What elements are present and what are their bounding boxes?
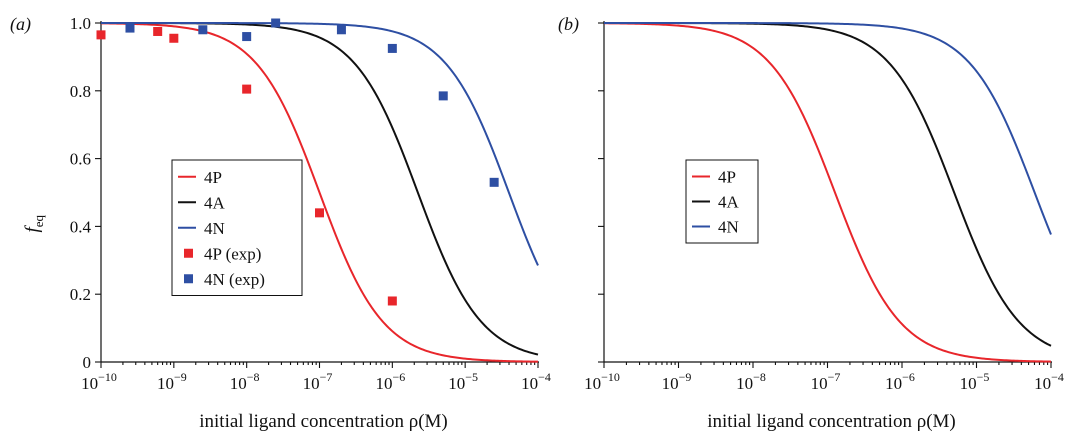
legend: 4P 4A 4N	[685, 159, 759, 244]
curve-4a	[604, 22, 1052, 347]
x-tick-label: 10−6	[375, 370, 405, 393]
legend-label: 4N	[204, 219, 225, 238]
curve-4p	[603, 22, 1052, 363]
point-4n-exp	[125, 23, 135, 33]
legend-label: 4A	[204, 193, 226, 212]
curve-4n	[101, 22, 539, 266]
point-4n-exp	[198, 25, 208, 35]
x-tick-label: 10−9	[157, 370, 187, 393]
x-tick-label: 10−6	[885, 370, 915, 393]
curve-4a	[101, 22, 539, 356]
x-tick-label: 10−5	[960, 370, 990, 393]
point-4p-exp	[169, 33, 179, 43]
y-tick-label: 0.4	[70, 217, 92, 236]
point-4n-exp	[242, 32, 252, 42]
point-4n-exp	[271, 18, 281, 28]
panel-a: (a) 0 0.2 0.4 0.6 0.8 1.0 10−10 10−9 10−8 10−7 10−6…	[10, 14, 551, 432]
y-tick-label: 0.2	[70, 285, 91, 304]
legend-swatch	[184, 248, 193, 258]
x-tick-label: 10−8	[230, 370, 260, 393]
curve-4p	[100, 22, 539, 363]
x-tick-label: 10−5	[448, 370, 478, 393]
point-4n-exp	[438, 91, 448, 101]
point-4p-exp	[315, 208, 324, 218]
x-tick-label: 10−7	[303, 370, 333, 393]
x-tick-label: 10−4	[521, 370, 551, 393]
point-4n-exp	[387, 43, 397, 53]
y-tick-label: 0.8	[70, 82, 91, 101]
point-4n-exp	[336, 25, 346, 35]
x-tick-label: 10−4	[1034, 370, 1064, 393]
legend-label: 4N (exp)	[204, 270, 265, 289]
y-tick-label: 0	[83, 353, 92, 372]
point-4p-exp	[242, 84, 252, 94]
panel-label: (a)	[10, 14, 31, 35]
legend-label: 4P	[718, 168, 736, 187]
x-tick-label: 10−7	[811, 370, 841, 393]
x-axis-title: initial ligand concentration ρ(M)	[707, 411, 956, 432]
legend-label: 4A	[718, 193, 740, 212]
legend-label: 4P (exp)	[204, 244, 261, 263]
point-4n-exp	[489, 177, 499, 187]
legend-label: 4P	[204, 168, 222, 187]
x-tick-label: 10−10	[81, 370, 117, 393]
y-tick-label: 0.6	[70, 150, 91, 169]
panel-b: (b) 10−10 10−9 10−8 10−7 10−6 10−5 10−4 initial …	[558, 14, 1064, 432]
x-axis-title: initial ligand concentration ρ(M)	[199, 411, 448, 432]
y-tick-label: 1.0	[70, 14, 91, 33]
x-tick-label: 10−8	[736, 370, 766, 393]
point-4p-exp	[153, 26, 163, 36]
point-4p-exp	[96, 30, 106, 40]
x-tick-label: 10−10	[584, 370, 620, 393]
x-tick-label: 10−9	[662, 370, 692, 393]
legend-label: 4N	[718, 218, 739, 237]
point-4p-exp	[387, 296, 397, 306]
curve-4n	[604, 22, 1052, 235]
legend: 4P 4A 4N 4P (exp) 4N (exp)	[171, 159, 303, 296]
legend-swatch	[184, 274, 193, 284]
y-axis-title: feq	[22, 214, 46, 232]
panel-label: (b)	[558, 14, 579, 35]
